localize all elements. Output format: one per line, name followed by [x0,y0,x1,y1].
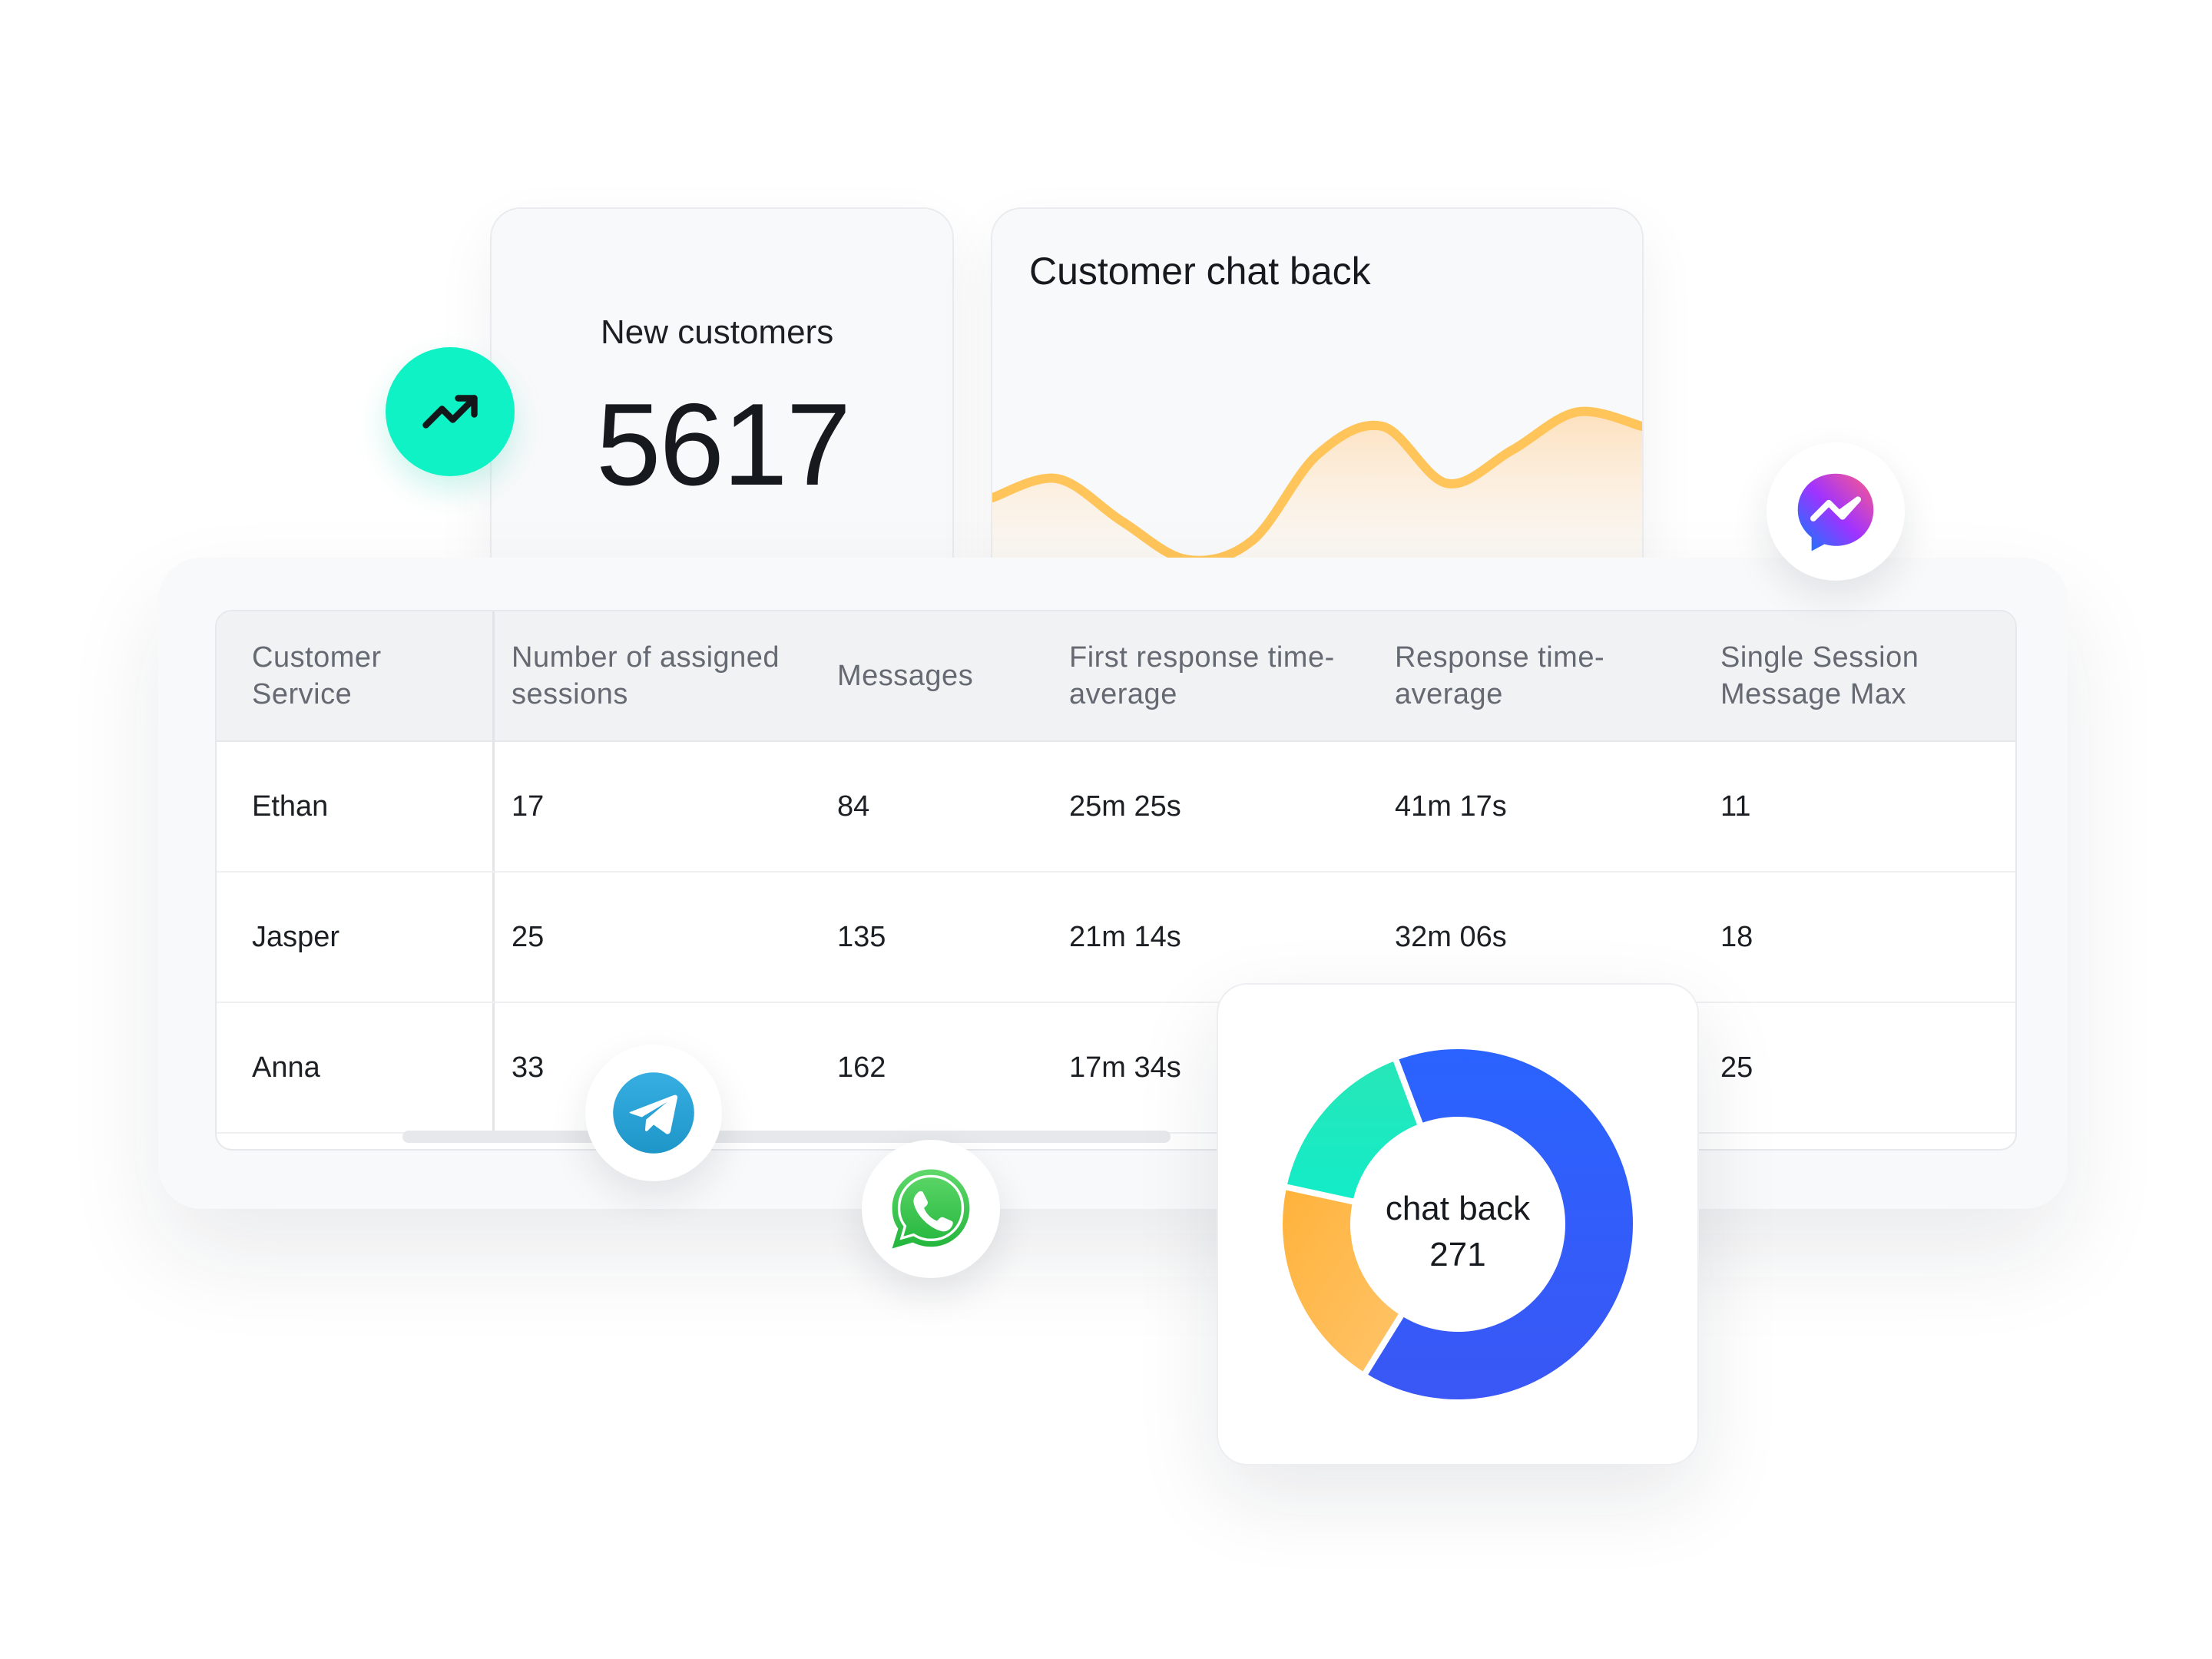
cell-message-max: 18 [1720,921,1753,953]
trending-up-icon [386,347,515,476]
cell-agent: Jasper [217,873,495,1002]
whatsapp-icon[interactable] [862,1140,1000,1278]
cell-response: 32m 06s [1395,921,1507,953]
telegram-icon[interactable] [585,1045,722,1181]
new-customers-title: New customers [601,313,834,351]
header-customer-service[interactable]: Customer Service [217,611,495,740]
table-header-row: Customer Service Number of assigned sessio… [217,611,2015,742]
donut-slice-green [1280,1054,1425,1206]
customer-service-table: Customer Service Number of assigned sessio… [215,610,2017,1151]
header-messages[interactable]: Messages [837,660,974,692]
donut-center-label: chat back 271 [1218,1186,1697,1278]
cell-agent: Ethan [217,742,495,871]
donut-label-value: 271 [1429,1236,1486,1273]
header-single-session-max[interactable]: Single Session Message Max [1720,641,1919,710]
customer-service-panel: Customer Service Number of assigned sessio… [158,558,2068,1209]
cell-message-max: 25 [1720,1051,1753,1084]
cell-messages: 84 [837,790,870,823]
chat-back-donut-card: chat back 271 [1217,983,1699,1465]
cell-messages: 162 [837,1051,886,1084]
cell-sessions: 25 [512,921,545,953]
new-customers-value: 5617 [596,379,851,510]
table-row[interactable]: Jasper 25 135 21m 14s 32m 06s 18 [217,873,2015,1003]
header-response-time[interactable]: Response time-average [1395,641,1605,710]
chat-back-donut-chart [1277,1043,1639,1406]
cell-messages: 135 [837,921,886,953]
messenger-icon[interactable] [1767,442,1905,581]
header-first-response-time[interactable]: First response time-average [1069,641,1335,710]
cell-first-response: 25m 25s [1069,790,1181,823]
cell-agent: Anna [217,1003,495,1132]
cell-sessions: 33 [512,1051,545,1084]
horizontal-scrollbar[interactable] [402,1131,1171,1143]
cell-first-response: 17m 34s [1069,1051,1181,1084]
donut-slice-blue [1360,1043,1639,1406]
header-assigned-sessions[interactable]: Number of assigned sessions [512,641,780,710]
chat-back-series-line [992,406,1642,565]
cell-first-response: 21m 14s [1069,921,1181,953]
cell-message-max: 11 [1720,790,1751,823]
chat-back-title: Customer chat back [1029,250,1371,293]
cell-response: 41m 17s [1395,790,1507,823]
table-row[interactable]: Anna 33 162 17m 34s 25 [217,1003,2015,1134]
table-row[interactable]: Ethan 17 84 25m 25s 41m 17s 11 [217,742,2015,873]
cell-sessions: 17 [512,790,545,823]
donut-slice-orange [1277,1183,1406,1379]
donut-label-text: chat back [1385,1190,1531,1227]
